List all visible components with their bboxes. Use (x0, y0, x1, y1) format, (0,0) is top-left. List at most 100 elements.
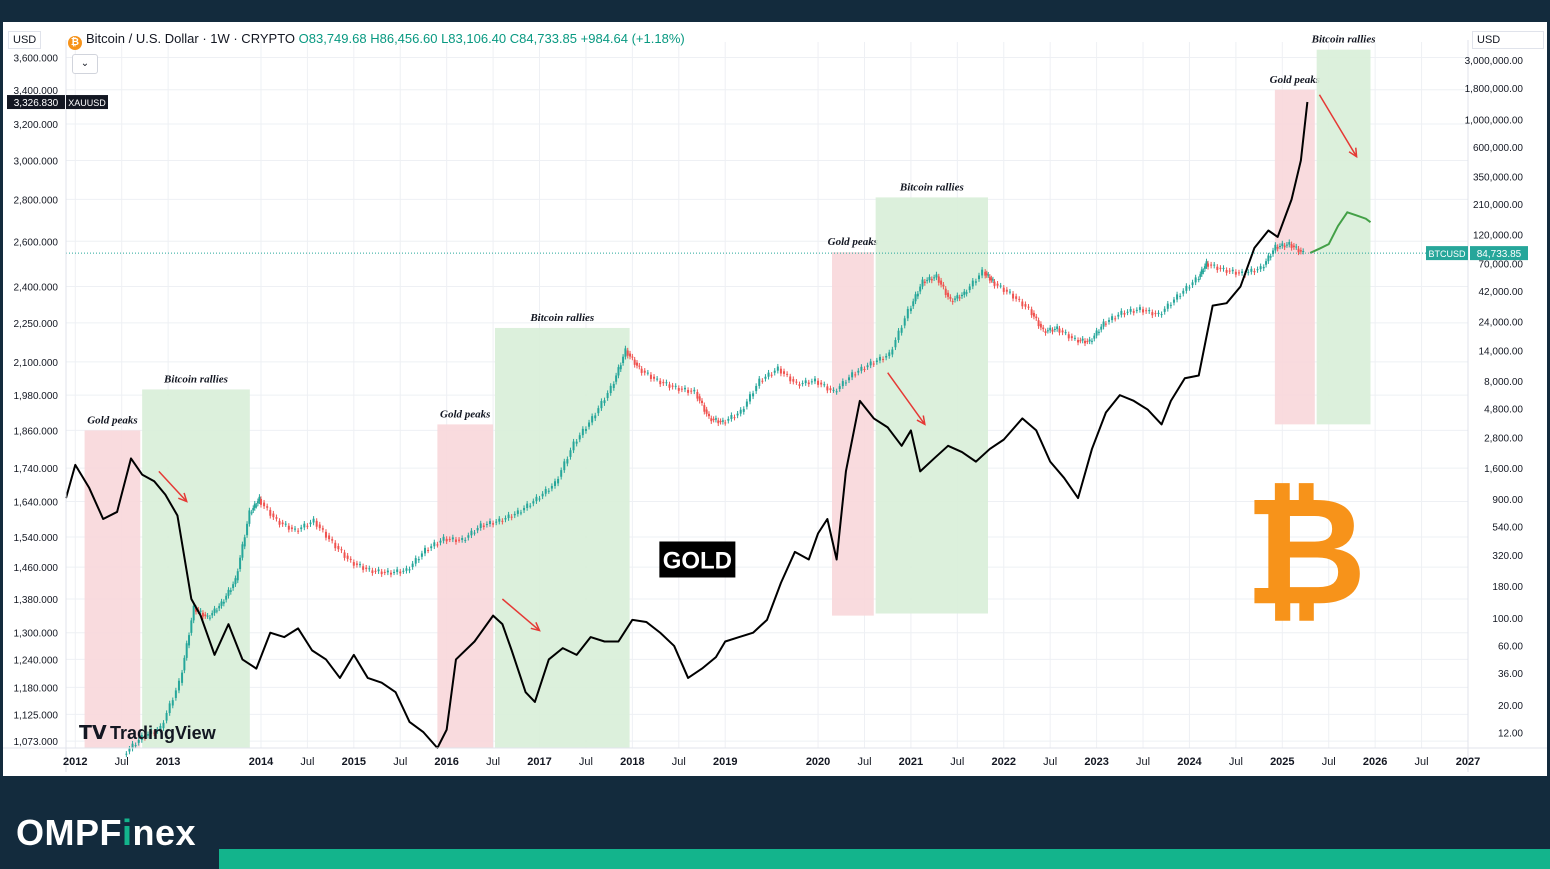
btc-candle (1228, 270, 1231, 272)
btc-candle (1056, 326, 1059, 330)
btc-candle (829, 388, 832, 391)
gold-value-text: 3,326.830 (14, 98, 59, 109)
btc-candle (1237, 272, 1240, 274)
symbol-title[interactable]: Bitcoin / U.S. Dollar · 1W · CRYPTO (86, 31, 296, 46)
btc-candle (1213, 264, 1216, 266)
btc-candle (1241, 271, 1244, 274)
btc-candle (1002, 287, 1005, 292)
btc-candle (153, 732, 156, 734)
btc-candle (960, 294, 963, 297)
btc-candle (544, 489, 547, 494)
right-tick-label: 12.00 (1498, 728, 1523, 739)
btc-candle (1044, 331, 1047, 333)
btc-candle (773, 370, 776, 373)
btc-candle (984, 271, 987, 276)
left-tick-label: 3,000.000 (14, 156, 59, 167)
btc-candle (523, 507, 526, 511)
btc-candle (965, 292, 968, 294)
btc-candle (633, 359, 636, 365)
btc-candle (916, 293, 919, 297)
right-tick-label: 210,000.00 (1473, 200, 1523, 211)
btc-candle (912, 301, 915, 307)
btc-candle (779, 368, 782, 374)
btc-candle (324, 531, 327, 538)
ohlc-low: L83,106.40 (441, 31, 507, 46)
btc-candle (134, 745, 137, 747)
btc-candle (1299, 250, 1302, 252)
btc-candle (355, 563, 358, 565)
btc-candle (795, 381, 798, 383)
x-tick-label: Jul (393, 756, 407, 768)
x-tick-label: Jul (1136, 756, 1150, 768)
btc-candle (991, 279, 994, 281)
btc-candle (703, 405, 706, 412)
btc-candle (903, 318, 906, 326)
btc-candle (801, 383, 804, 385)
btc-candle (1290, 244, 1293, 248)
btc-candle (817, 380, 820, 385)
btc-candle (683, 387, 686, 390)
btc-candle (786, 373, 789, 375)
right-currency-label[interactable]: USD (1472, 31, 1544, 49)
right-tick-label: 8,000.00 (1484, 377, 1523, 388)
left-currency-label[interactable]: USD (8, 31, 42, 49)
x-tick-label: 2013 (156, 756, 180, 768)
btc-candle (897, 330, 900, 341)
btc-candle (640, 368, 643, 373)
btc-candle (971, 280, 974, 287)
btc-candle (923, 281, 926, 283)
btc-candle (377, 569, 380, 572)
btc-candle (1292, 245, 1295, 248)
btc-candle (832, 389, 835, 391)
footer-accent-bar (219, 849, 1550, 869)
btc-candle (201, 612, 204, 617)
right-tick-label: 42,000.00 (1479, 287, 1524, 298)
btc-candle (659, 380, 662, 385)
btc-candle (213, 608, 216, 614)
btc-candle (629, 353, 632, 357)
chevron-down-icon[interactable]: ⌄ (72, 54, 98, 74)
red-arrow (158, 470, 188, 503)
btc-candle (396, 569, 399, 572)
btc-candle (1064, 332, 1067, 334)
btc-candle (346, 555, 349, 559)
btc-candle (192, 605, 195, 621)
right-tick-label: 14,000.00 (1479, 346, 1524, 357)
chart-svg[interactable]: Gold peaks Bitcoin rallies Gold peaks Bitco… (3, 22, 1547, 776)
btc-candle (368, 568, 371, 570)
btc-candle (591, 416, 594, 423)
btc-candle (954, 298, 957, 300)
left-tick-label: 1,380.000 (14, 595, 59, 606)
brand-logo: OMPFinex (16, 812, 197, 853)
btc-candle (919, 286, 922, 292)
btc-value-text: 84,733.85 (1477, 249, 1522, 260)
btc-candle (807, 382, 810, 385)
btc-candle (714, 418, 717, 420)
btc-candle (999, 285, 1002, 287)
btc-candle (1142, 309, 1145, 313)
red-arrow-head (530, 622, 541, 632)
btc-candle (810, 381, 813, 383)
btc-candle (417, 559, 420, 561)
btc-candle (783, 371, 786, 374)
x-tick-label: 2027 (1456, 756, 1480, 768)
right-tick-label: 70,000.00 (1479, 259, 1524, 270)
btc-candle (181, 672, 184, 683)
right-tick-label: 600,000.00 (1473, 143, 1523, 154)
x-tick-label: Jul (486, 756, 500, 768)
btc-candle (220, 601, 223, 606)
x-tick-label: 2014 (249, 756, 274, 768)
btc-candle (535, 496, 538, 502)
btc-candle (1088, 339, 1091, 342)
btc-candle (1283, 245, 1286, 248)
btc-candle (617, 367, 620, 376)
btc-candle (501, 520, 504, 522)
btc-candle (1172, 299, 1175, 303)
btc-candle (687, 389, 690, 393)
btc-candle (248, 510, 251, 524)
btc-candle (194, 607, 197, 612)
btc-candle (1302, 250, 1305, 252)
btc-candle (300, 527, 303, 530)
btc-candle (1079, 340, 1082, 342)
btc-candle (408, 569, 411, 571)
